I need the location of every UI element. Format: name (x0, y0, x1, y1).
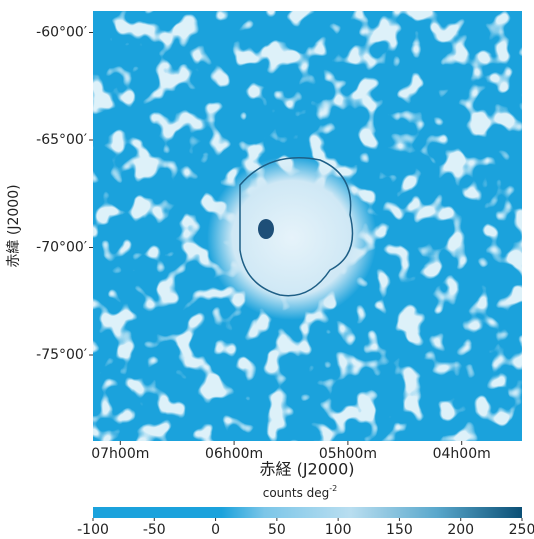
figure: 赤緯 (J2000) 赤経 (J2000) counts deg-2 -60°0… (0, 0, 534, 539)
colorbar-label: counts deg (263, 486, 330, 500)
colorbar-tick-label: -100 (77, 522, 109, 538)
colorbar-tick-label: 250 (509, 522, 534, 538)
x-tick-label: 04h00m (433, 446, 491, 462)
colorbar (93, 507, 522, 518)
y-tick-label: -75°00′ (36, 347, 87, 363)
colorbar-tick-label: 50 (268, 522, 286, 538)
x-axis-title: 赤経 (J2000) (259, 460, 354, 479)
y-tick-label: -60°00′ (36, 25, 87, 41)
y-tick-label: -70°00′ (36, 240, 87, 256)
colorbar-title: counts deg-2 (263, 484, 338, 500)
colorbar-tick-label: -50 (143, 522, 166, 538)
sky-image (93, 11, 522, 441)
x-tick-label: 06h00m (205, 446, 263, 462)
x-tick-label: 05h00m (319, 446, 377, 462)
y-axis-title: 赤緯 (J2000) (6, 184, 22, 267)
y-tick-label: -65°00′ (36, 132, 87, 148)
colorbar-tick-label: 0 (211, 522, 220, 538)
colorbar-tick-label: 200 (447, 522, 474, 538)
colorbar-tick-label: 150 (386, 522, 413, 538)
x-tick-label: 07h00m (91, 446, 149, 462)
colorbar-tick-label: 100 (325, 522, 352, 538)
colorbar-exponent: -2 (329, 484, 337, 493)
